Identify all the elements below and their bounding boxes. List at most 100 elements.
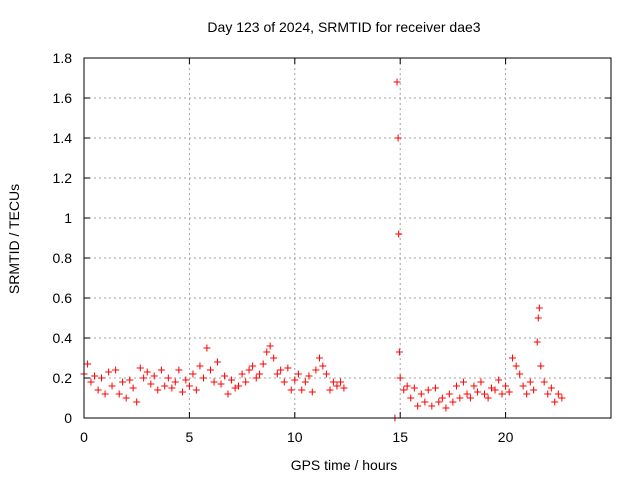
data-point xyxy=(445,390,453,398)
data-point xyxy=(210,378,218,386)
data-point xyxy=(122,394,130,402)
data-point xyxy=(428,402,436,410)
data-point xyxy=(224,390,232,398)
data-point xyxy=(91,372,99,380)
data-point xyxy=(280,378,288,386)
data-point xyxy=(277,366,285,374)
y-tick-label: 1.8 xyxy=(53,50,73,66)
data-point xyxy=(171,378,179,386)
data-point xyxy=(294,370,302,378)
chart-title: Day 123 of 2024, SRMTID for receiver dae… xyxy=(207,19,480,35)
x-tick-label: 20 xyxy=(498,429,514,445)
data-point xyxy=(466,394,474,402)
y-tick-label: 0.4 xyxy=(53,330,73,346)
data-point xyxy=(263,348,271,356)
data-point xyxy=(192,386,200,394)
data-point xyxy=(185,382,193,390)
data-point xyxy=(308,388,316,396)
y-tick-label: 0 xyxy=(64,410,72,426)
y-tick-label: 1 xyxy=(64,210,72,226)
data-point xyxy=(547,384,555,392)
data-point xyxy=(403,382,411,390)
data-point xyxy=(256,370,264,378)
data-point xyxy=(333,382,341,390)
data-point xyxy=(221,372,229,380)
data-point xyxy=(108,382,116,390)
data-point xyxy=(319,362,327,370)
data-points xyxy=(80,78,566,422)
data-point xyxy=(235,382,243,390)
y-tick-label: 1.2 xyxy=(53,170,73,186)
data-point xyxy=(298,386,306,394)
data-point xyxy=(136,364,144,372)
data-point xyxy=(435,398,443,406)
data-point xyxy=(484,394,492,402)
data-point xyxy=(526,378,534,386)
data-point xyxy=(519,382,527,390)
data-point xyxy=(534,314,542,322)
data-point xyxy=(533,338,541,346)
data-point xyxy=(94,386,102,394)
data-point xyxy=(396,374,404,382)
data-point xyxy=(424,386,432,394)
data-point xyxy=(203,344,211,352)
data-point xyxy=(213,358,221,366)
data-point xyxy=(228,376,236,384)
data-point xyxy=(544,390,552,398)
data-point xyxy=(189,370,197,378)
data-point xyxy=(206,366,214,374)
data-point xyxy=(129,384,137,392)
x-axis-label: GPS time / hours xyxy=(291,457,398,473)
data-point xyxy=(249,362,257,370)
data-point xyxy=(459,378,467,386)
data-point xyxy=(537,362,545,370)
data-point xyxy=(182,376,190,384)
data-point xyxy=(161,382,169,390)
data-point xyxy=(505,388,513,396)
data-point xyxy=(554,390,562,398)
data-point xyxy=(407,394,415,402)
data-point xyxy=(150,372,158,380)
data-point xyxy=(410,384,418,392)
data-point xyxy=(400,386,408,394)
data-point xyxy=(449,398,457,406)
y-tick-label: 1.6 xyxy=(53,90,73,106)
data-point xyxy=(154,386,162,394)
data-point xyxy=(291,376,299,384)
data-point xyxy=(438,394,446,402)
data-point xyxy=(266,342,274,350)
data-point xyxy=(312,366,320,374)
data-point xyxy=(87,378,95,386)
data-point xyxy=(175,366,183,374)
data-point xyxy=(301,378,309,386)
data-point xyxy=(168,384,176,392)
data-point xyxy=(164,374,172,382)
data-point xyxy=(477,378,485,386)
data-point xyxy=(273,370,281,378)
data-point xyxy=(421,398,429,406)
data-point xyxy=(512,362,520,370)
data-point xyxy=(470,382,478,390)
data-point xyxy=(101,390,109,398)
data-point xyxy=(474,388,482,396)
gridlines xyxy=(84,58,611,418)
data-point xyxy=(535,304,543,312)
y-tick-label: 0.2 xyxy=(53,370,73,386)
data-point xyxy=(393,78,401,86)
data-point xyxy=(337,378,345,386)
data-point xyxy=(97,374,105,382)
data-point xyxy=(509,354,517,362)
data-point xyxy=(394,134,402,142)
data-point xyxy=(463,390,471,398)
x-tick-label: 5 xyxy=(186,429,194,445)
data-point xyxy=(259,360,267,368)
data-point xyxy=(442,404,450,412)
y-axis-label: SRMTID / TECUs xyxy=(6,184,22,294)
data-point xyxy=(551,398,559,406)
data-point xyxy=(315,354,323,362)
data-point xyxy=(326,386,334,394)
data-point xyxy=(196,362,204,370)
data-point xyxy=(558,394,566,402)
